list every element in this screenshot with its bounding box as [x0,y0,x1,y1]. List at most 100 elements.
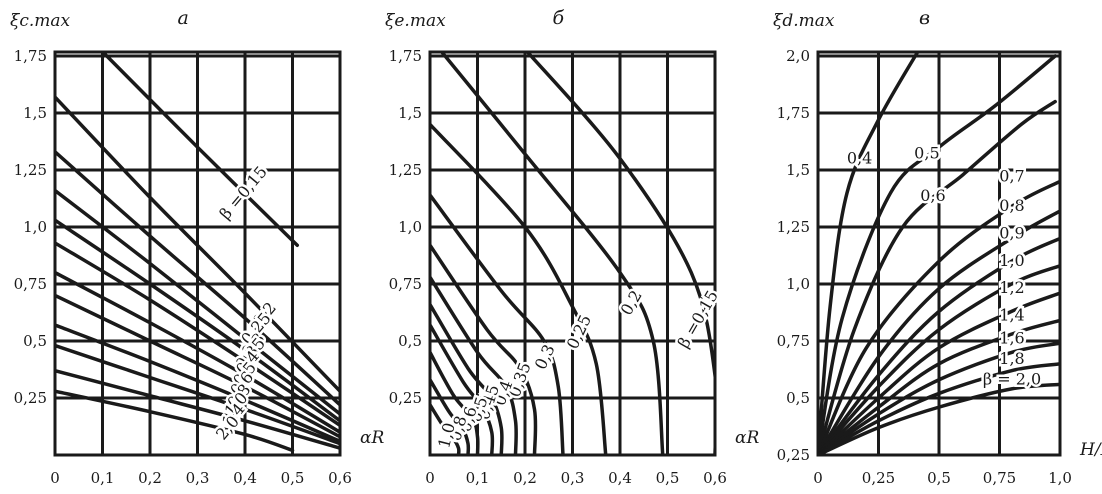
series-line [430,275,518,455]
series-line [55,293,340,439]
series-line [525,52,715,455]
x-tick-label: 0,6 [328,469,352,487]
y-tick-label: 1,75 [777,104,810,122]
series-line [818,236,1060,455]
y-tick-label: 0,5 [786,389,810,407]
x-axis-label: αR [360,428,384,448]
y-tick-label: 1,0 [786,275,810,293]
series-line [55,188,340,416]
y-tick-label: 0,75 [777,332,810,350]
y-axis-label: ξc.max [10,11,71,31]
y-tick-label: 1,0 [398,218,422,236]
series-label: β = 2,0 [983,369,1041,388]
y-tick-label: 1,25 [389,161,422,179]
x-tick-label: 1,0 [1048,469,1072,487]
panel-letter: а [178,7,189,29]
y-tick-label: 0,5 [398,332,422,350]
series-line [430,350,480,455]
y-axis-label: ξd.max [773,11,835,31]
x-tick-label: 0,1 [91,469,115,487]
panel-letter: б [553,7,565,29]
y-tick-label: 0,25 [14,389,47,407]
series-label: 0,6 [920,186,945,205]
series-label: 0,8 [999,196,1024,215]
series-line [818,341,1060,455]
series-label: 1,4 [999,305,1024,324]
x-axis-label: αR [735,428,759,448]
x-tick-label: 0,5 [656,469,680,487]
series-label: 1,6 [999,328,1024,347]
plot-frame [816,50,1062,457]
x-tick-label: 0,25 [862,469,895,487]
series-line [55,368,340,450]
x-tick-label: 0,3 [186,469,210,487]
series-label: 0,4 [847,149,872,168]
x-tick-label: 0 [50,469,60,487]
series-line [430,378,471,455]
series-line [430,122,608,455]
series-line [818,209,1060,455]
series-line [818,318,1060,455]
x-tick-label: 0,4 [608,469,632,487]
y-tick-label: 0,5 [23,332,47,350]
panel-2: 0 0,1 0,2 0,3 0,4 0,5 0,6 0,25 0,5 0,75 1,0 1,25 1,5… [385,7,759,487]
x-tick-label: 0,4 [233,469,257,487]
series-line [55,343,340,446]
series-label: 0,9 [999,223,1024,242]
y-tick-label: 1,0 [23,218,47,236]
x-tick-label: 0,5 [281,469,305,487]
series-label: 0,5 [914,144,939,163]
series-line [430,403,461,455]
x-tick-label: 0,1 [466,469,490,487]
y-tick-label: 1,25 [14,161,47,179]
series-line [100,52,299,247]
y-tick-label: 0,25 [389,389,422,407]
series-line [55,270,340,434]
series-line [818,264,1060,455]
x-tick-label: 0 [813,469,823,487]
series-line [55,389,295,453]
series-line [439,52,665,455]
y-tick-label: 1,75 [14,47,47,65]
plot-frame [428,50,717,457]
y-tick-label: 1,5 [398,104,422,122]
series-line [430,243,538,455]
y-tick-label: 1,5 [786,161,810,179]
series-line [818,179,1060,455]
y-tick-label: 2,0 [786,47,810,65]
series-label: 1,0 [434,421,459,450]
x-tick-label: 0,3 [561,469,585,487]
x-axis-label: H/B [1079,440,1102,460]
series-line [55,218,340,423]
series-line [55,150,340,407]
series-line [430,302,504,455]
y-tick-label: 1,5 [23,104,47,122]
y-tick-label: 0,75 [14,275,47,293]
plot-frame [53,50,342,457]
series-line [55,95,340,393]
series-line [818,54,1057,455]
series-label: 0,7 [999,166,1024,185]
series-line [55,241,340,428]
x-tick-label: 0,5 [927,469,951,487]
series-line [818,382,1060,455]
series-label: 1,0 [999,251,1024,270]
series-line [430,193,565,455]
series-line [55,323,340,444]
y-tick-label: 1,25 [777,218,810,236]
y-axis-label: ξe.max [385,11,446,31]
panel-1: 0 0,1 0,2 0,3 0,4 0,5 0,6 0,25 0,5 0,75 1,0 1,25 1,5… [10,7,384,487]
y-tick-label: 1,75 [389,47,422,65]
series-line [818,99,1057,455]
x-tick-label: 0,2 [138,469,162,487]
series-line [818,291,1060,455]
panel-letter: в [919,7,930,29]
y-tick-label: 0,25 [777,446,810,464]
panel-3: 0 0,25 0,5 0,75 1,00,250,50,751,01,251,51,75… [773,7,1102,487]
x-tick-label: 0,75 [983,469,1016,487]
series-line [818,362,1060,455]
series-line [818,52,920,455]
x-tick-label: 0 [425,469,435,487]
x-tick-label: 0,6 [703,469,727,487]
